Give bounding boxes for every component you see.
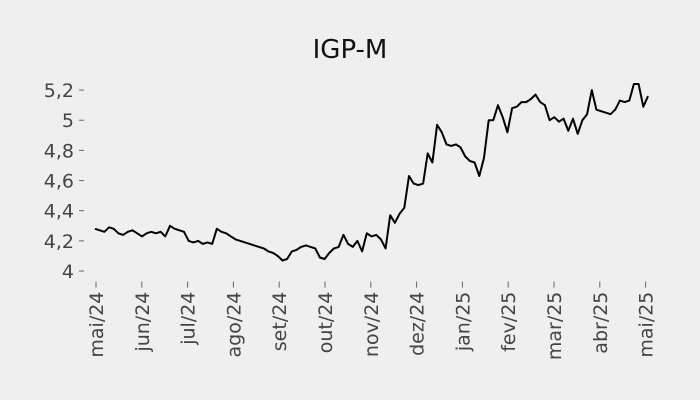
x-tick-label: abr/25 <box>590 292 612 354</box>
y-tick-label: 4,4 <box>44 201 74 223</box>
x-tick-label: mai/24 <box>86 292 108 358</box>
x-tick-label: jul/24 <box>178 292 200 346</box>
y-tick-label: 5,2 <box>44 80 74 102</box>
chart-title: IGP-M <box>313 35 388 65</box>
y-tick-label: 5 <box>62 110 74 132</box>
y-tick-label: 4,6 <box>44 171 74 193</box>
x-tick-label: out/24 <box>315 292 337 354</box>
x-tick-label: nov/24 <box>361 292 383 358</box>
x-tick-label: jan/25 <box>452 292 474 353</box>
y-tick-label: 4 <box>62 261 74 283</box>
x-tick-label: jun/24 <box>132 292 154 353</box>
y-tick-label: 4,2 <box>44 231 74 253</box>
x-tick-label: mar/25 <box>544 292 566 361</box>
x-tick-label: set/24 <box>269 292 291 352</box>
x-tick-label: fev/25 <box>498 292 520 352</box>
x-tick-label: mai/25 <box>636 292 658 358</box>
x-tick-label: dez/24 <box>407 292 429 356</box>
y-tick-label: 4,8 <box>44 140 74 162</box>
x-tick-label: ago/24 <box>223 292 245 358</box>
data-line <box>94 83 649 262</box>
